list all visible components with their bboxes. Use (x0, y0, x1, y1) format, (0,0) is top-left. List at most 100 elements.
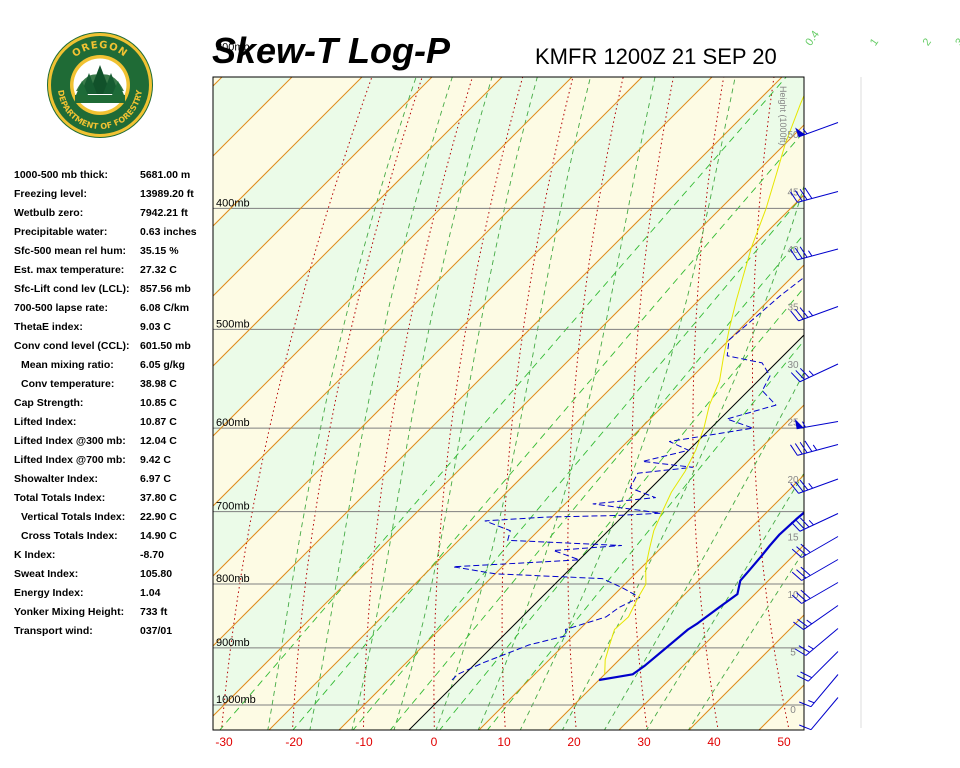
index-row: Showalter Index: 6.97 C (14, 471, 214, 490)
wind-barb-full (794, 443, 803, 455)
index-value: 037/01 (140, 625, 173, 637)
index-row: Cross Totals Index: 14.90 C (14, 528, 214, 547)
wind-barb (794, 418, 839, 430)
wind-barb (791, 582, 839, 604)
index-row: Precipitable water: 0.63 inches (14, 224, 214, 243)
isotherm-line (548, 474, 804, 730)
index-label: Showalter Index: (14, 473, 99, 485)
index-row: Energy Index: 1.04 (14, 585, 214, 604)
wind-barb (793, 605, 839, 630)
pressure-label: 700mb (216, 501, 250, 513)
wind-barb-full (794, 648, 807, 656)
mixing-ratio-line (486, 340, 804, 730)
wind-barb (799, 674, 839, 708)
wind-barb-staff (810, 697, 839, 730)
moist-adiabat (687, 550, 804, 730)
index-row: Sfc-Lift cond lev (LCL): 857.56 mb (14, 281, 214, 300)
isotherm-line (213, 77, 573, 437)
index-row: Wetbulb zero: 7942.21 ft (14, 205, 214, 224)
x-tick-label: -10 (355, 735, 373, 749)
moist-adiabat (267, 77, 417, 730)
index-label: Lifted Index: (14, 416, 77, 428)
index-label: ThetaE index: (14, 321, 83, 333)
index-value: 6.08 C/km (140, 302, 190, 314)
wind-barb-staff (797, 444, 839, 456)
wind-barb-half (807, 645, 814, 650)
wind-barb (796, 651, 839, 682)
temperature-band (0, 77, 152, 730)
dry-adiabat (810, 0, 960, 731)
wind-barb-full (800, 671, 813, 679)
temperature-profile (598, 511, 804, 682)
wind-barb-full (800, 543, 811, 553)
wind-barb-full (795, 519, 805, 530)
wind-barb (795, 122, 839, 138)
moist-adiabat (519, 77, 736, 730)
x-tick-label: 50 (777, 735, 791, 749)
wind-barb-half (808, 519, 814, 526)
pressure-label: 300mb (216, 41, 250, 53)
index-row: Cap Strength: 10.85 C (14, 395, 214, 414)
index-row: Conv cond level (CCL): 601.50 mb (14, 338, 214, 357)
wind-barb-full (799, 246, 808, 258)
index-value: 10.87 C (140, 416, 177, 428)
moist-adiabat (309, 77, 453, 730)
wind-barb-full (800, 589, 811, 599)
wind-barb (799, 697, 839, 731)
pressure-label: 400mb (216, 197, 250, 209)
wind-barb-full (799, 441, 808, 454)
index-value: 1.04 (140, 587, 161, 599)
x-tick-label: -30 (215, 735, 233, 749)
isotherm-line (338, 264, 804, 730)
wind-barb-full (794, 308, 804, 320)
wind-barb-half (812, 444, 818, 451)
wind-barb-full (794, 190, 803, 202)
wind-barb-full (791, 594, 802, 604)
index-row: Transport wind: 037/01 (14, 623, 214, 642)
index-label: Freezing level: (14, 188, 87, 200)
x-tick-label: -20 (285, 735, 303, 749)
index-label: Cap Strength: (14, 397, 84, 409)
wind-barb-staff (797, 248, 839, 261)
x-tick-label: 20 (567, 735, 581, 749)
wind-barb-full (796, 675, 809, 682)
wind-barb (794, 628, 839, 656)
isotherm-line (213, 77, 433, 297)
index-value: 857.56 mb (140, 283, 191, 295)
index-value: -8.70 (140, 549, 164, 561)
parcel-profile (604, 94, 804, 675)
wind-barb (790, 440, 839, 456)
index-label: Sfc-500 mean rel hum: (14, 245, 127, 257)
wind-barb (790, 246, 839, 261)
wind-barb-full (798, 645, 810, 653)
wind-barb-staff (798, 478, 839, 494)
temperature-band (213, 77, 222, 86)
index-value: 6.97 C (140, 473, 171, 485)
wind-barb (790, 363, 839, 383)
wind-barb-full (800, 566, 811, 576)
index-label: Mean mixing ratio: (21, 359, 114, 371)
index-row: Est. max temperature: 27.32 C (14, 262, 214, 281)
index-row: Sfc-500 mean rel hum: 35.15 % (14, 243, 214, 262)
wind-barb-full (793, 621, 804, 630)
index-label: K Index: (14, 549, 56, 561)
index-row: 1000-500 mb thick: 5681.00 m (14, 167, 214, 186)
index-row: Lifted Index @700 mb: 9.42 C (14, 452, 214, 471)
mixing-ratio-line (292, 130, 804, 730)
wind-barb-half (808, 482, 814, 489)
index-row: K Index: -8.70 (14, 547, 214, 566)
isotherm-line (213, 77, 713, 577)
wind-barb-staff (810, 674, 839, 707)
chart-title: Skew-T Log-P (212, 30, 451, 71)
wind-barb (790, 306, 839, 322)
wind-barb-half (808, 310, 814, 317)
wind-barb-staff (799, 363, 839, 383)
x-tick-label: 0 (431, 735, 438, 749)
isotherm-line (213, 77, 363, 227)
index-value: 14.90 C (140, 530, 177, 542)
index-value: 12.04 C (140, 435, 177, 447)
x-tick-label: 30 (637, 735, 651, 749)
mixing-ratio-label: 2 (921, 36, 934, 48)
pressure-label: 1000mb (216, 694, 256, 706)
